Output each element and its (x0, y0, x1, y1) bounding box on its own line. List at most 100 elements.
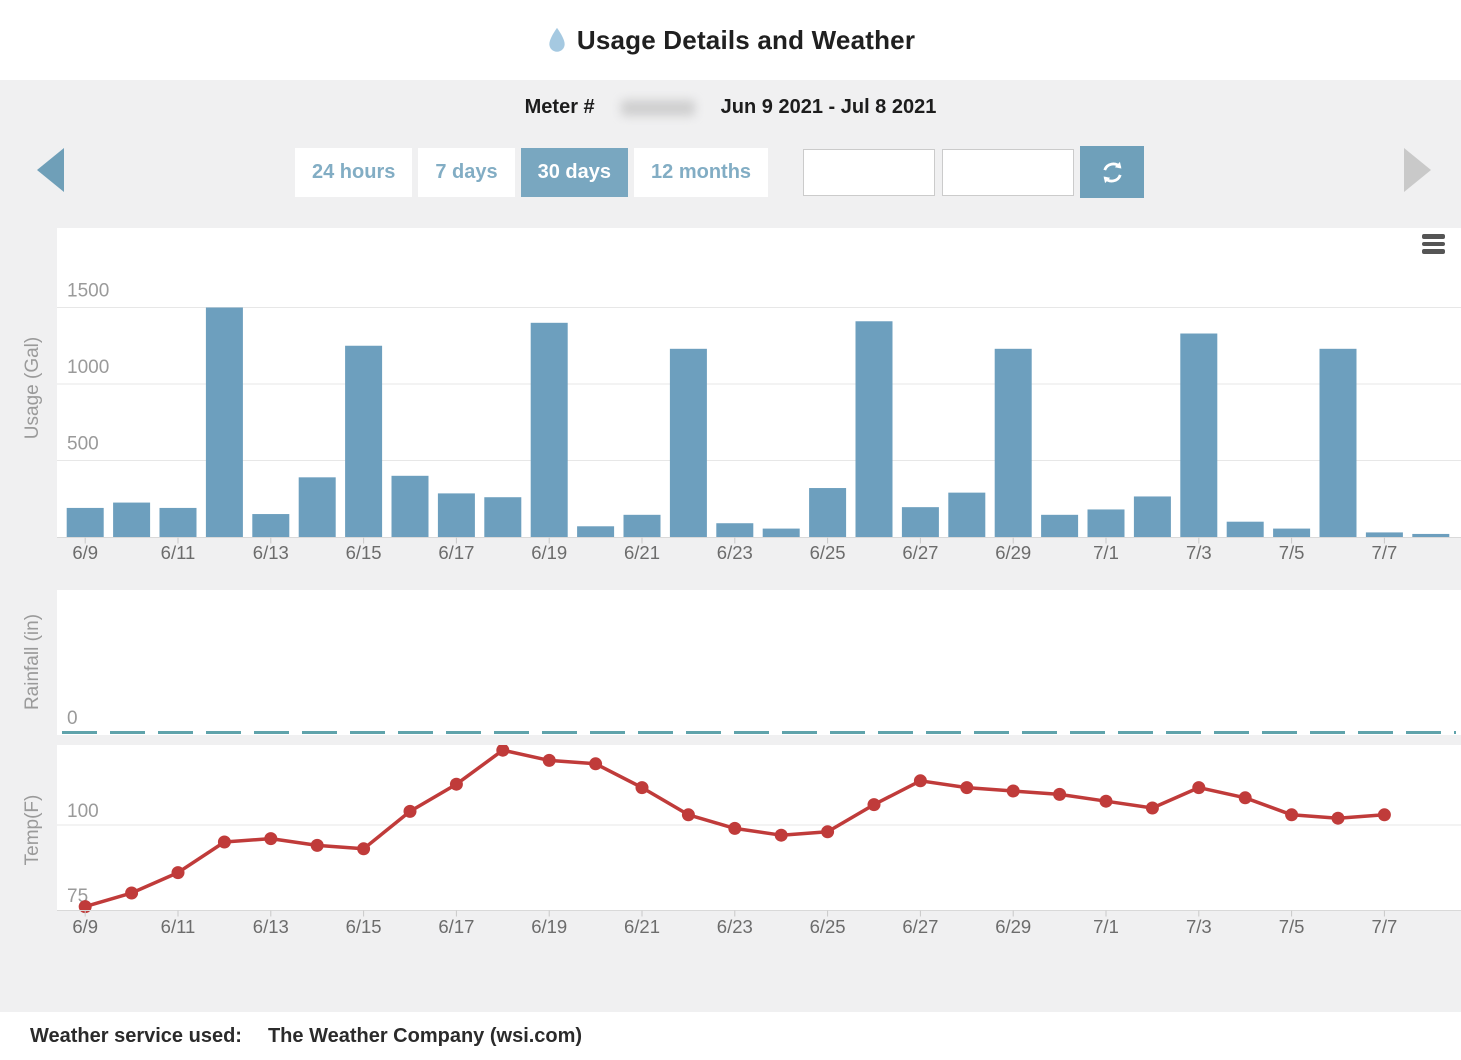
meter-info-row: Meter # Jun 9 2021 - Jul 8 2021 (0, 96, 1461, 119)
charts-panel: 0 500 1000 1500 6/9 6/11 6/13 6/15 6/17 6/19 6/21 6… (0, 228, 1461, 1012)
water-droplet-icon (549, 27, 565, 52)
x-tick-label: 6/17 (438, 916, 474, 937)
x-tick-label: 7/3 (1186, 916, 1212, 937)
next-period-arrow[interactable] (1404, 148, 1431, 192)
usage-bar (948, 492, 986, 537)
temperature-point (960, 781, 974, 795)
meter-label: Meter # (524, 96, 595, 118)
x-tick-label: 6/25 (810, 916, 846, 937)
x-tick-label: 6/27 (902, 542, 938, 563)
temperature-point (821, 825, 835, 839)
x-tick-label: 7/5 (1279, 542, 1305, 563)
temperature-point (125, 886, 139, 900)
y-axis-title: Rainfall (in) (22, 614, 43, 710)
usage-chart: 0500100015006/96/116/136/156/176/196/216… (22, 228, 1461, 563)
temperature-point (78, 900, 92, 914)
temperature-point (1145, 801, 1159, 815)
x-tick-label: 6/15 (346, 542, 382, 563)
temperature-point (310, 838, 324, 852)
page-header: Usage Details and Weather (0, 0, 1461, 80)
start-date-input[interactable] (803, 148, 936, 196)
temperature-point (1053, 787, 1067, 801)
plot-background (57, 745, 1461, 910)
temperature-point (867, 798, 881, 812)
temperature-point (589, 757, 603, 771)
x-tick-label: 6/19 (531, 916, 567, 937)
usage-bar (437, 493, 475, 537)
refresh-icon (1102, 161, 1122, 183)
y-tick-label: 500 (67, 434, 99, 455)
x-tick-label: 7/1 (1093, 542, 1119, 563)
usage-bar (391, 475, 429, 537)
end-date-input[interactable] (942, 148, 1075, 196)
temperature-point (449, 777, 463, 791)
usage-bar (716, 523, 754, 537)
temperature-point (1238, 791, 1252, 805)
usage-bar (1319, 348, 1357, 537)
x-tick-label: 6/11 (161, 542, 196, 563)
range-controls: 24 hours 7 days 30 days 12 months (295, 146, 1145, 198)
usage-bar (1180, 333, 1218, 537)
rainfall-chart: 0 Rainfall (in) (22, 590, 1461, 735)
temperature-point (728, 821, 742, 835)
range-button-7-days[interactable]: 7 days (418, 147, 515, 197)
x-tick-label: 7/7 (1372, 916, 1398, 937)
usage-bar (577, 526, 615, 537)
usage-bar (530, 322, 568, 537)
chart-menu-icon[interactable] (1422, 234, 1445, 257)
x-tick-label: 6/17 (438, 542, 474, 563)
usage-bar (901, 507, 939, 537)
temperature-point (1377, 808, 1391, 822)
x-tick-label: 6/29 (995, 542, 1031, 563)
temperature-point (1285, 808, 1299, 822)
x-tick-label: 6/9 (72, 916, 98, 937)
range-button-24-hours[interactable]: 24 hours (295, 147, 413, 197)
x-tick-label: 6/27 (902, 916, 938, 937)
usage-bar (298, 477, 336, 537)
refresh-button[interactable] (1080, 146, 1145, 198)
usage-bar (159, 507, 197, 537)
range-button-group: 24 hours 7 days 30 days 12 months (295, 147, 774, 197)
usage-bar (669, 348, 707, 537)
plot-background (57, 590, 1461, 735)
y-tick-label: 1500 (67, 281, 109, 302)
usage-bar (252, 514, 290, 537)
usage-bar (855, 321, 893, 537)
temperature-point (171, 866, 185, 880)
range-button-12-months[interactable]: 12 months (634, 147, 769, 197)
usage-bar (1365, 532, 1403, 537)
usage-bar (205, 307, 243, 537)
x-tick-label: 6/9 (72, 542, 98, 563)
usage-bar (1041, 514, 1079, 537)
usage-bar (1226, 521, 1264, 537)
x-tick-label: 7/5 (1279, 916, 1305, 937)
x-tick-label: 6/21 (624, 916, 660, 937)
usage-bar (762, 528, 800, 537)
weather-service-label: Weather service used: (30, 1024, 242, 1047)
usage-bar (1087, 509, 1125, 537)
temperature-point (635, 781, 649, 795)
previous-period-arrow[interactable] (37, 148, 64, 192)
y-tick-label: 1000 (67, 357, 109, 378)
temperature-point (1006, 784, 1020, 798)
usage-bar (1133, 496, 1171, 537)
y-axis-title: Temp(F) (22, 795, 43, 866)
usage-bar (345, 345, 383, 537)
usage-bar (623, 514, 661, 537)
usage-bar (809, 488, 847, 537)
plot-background (57, 228, 1461, 537)
temperature-point (1099, 794, 1113, 808)
usage-bar (1273, 528, 1311, 537)
temperature-point (217, 835, 231, 849)
temperature-point (1192, 781, 1206, 795)
temperature-point (357, 842, 371, 856)
range-button-30-days[interactable]: 30 days (520, 147, 629, 197)
usage-bar (484, 497, 522, 537)
temperature-point (913, 774, 927, 788)
date-range-label: Jun 9 2021 - Jul 8 2021 (720, 96, 937, 118)
temperature-point (774, 828, 788, 842)
x-tick-label: 6/15 (346, 916, 382, 937)
x-tick-label: 7/1 (1093, 916, 1119, 937)
y-tick-label: 100 (67, 801, 99, 822)
